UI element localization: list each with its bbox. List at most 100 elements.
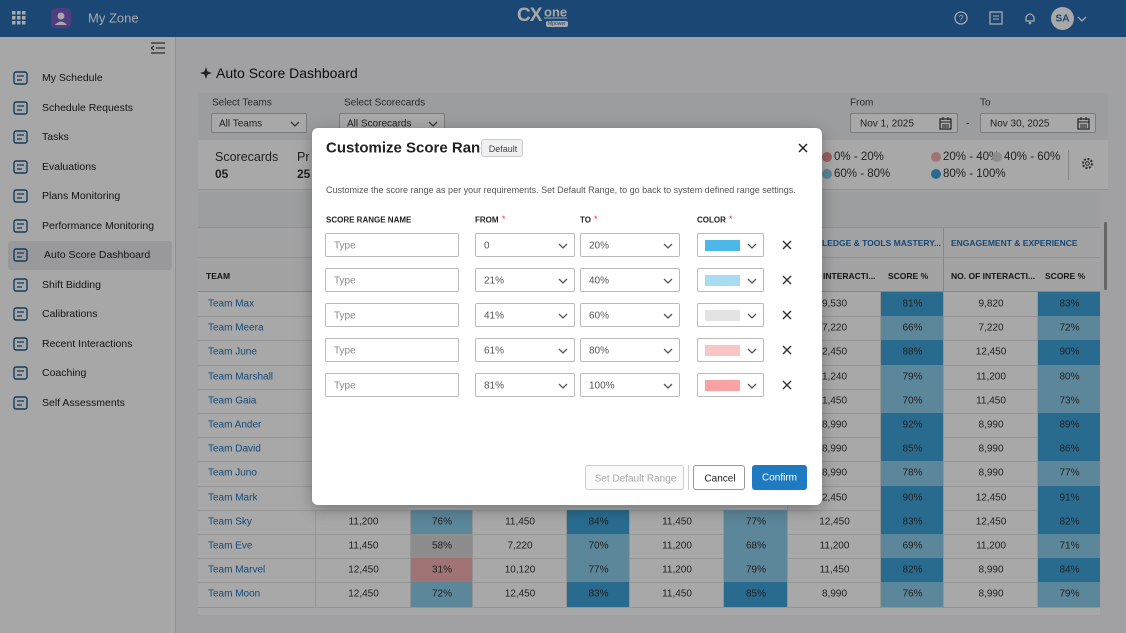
team-name[interactable]: Team Mark — [208, 492, 258, 504]
team-name[interactable]: Team David — [208, 443, 261, 455]
cell-value: 12,450 — [348, 564, 379, 576]
table-cell: 85% — [723, 582, 787, 607]
team-name[interactable]: Team Juno — [208, 467, 257, 479]
team-name[interactable]: Team Max — [208, 298, 255, 310]
logo-tag: Mpower — [546, 21, 568, 27]
table-cell: 7,220 — [472, 534, 566, 559]
from-select[interactable]: 81% — [475, 373, 575, 397]
button[interactable]: Cancel — [693, 465, 745, 490]
avatar: SA — [1051, 7, 1074, 30]
chevron — [663, 278, 673, 284]
team-name[interactable]: Team Marshall — [208, 371, 274, 383]
menu-item[interactable]: Shift Bidding — [42, 278, 101, 291]
cell-value: 85% — [902, 443, 923, 455]
table-cell: 69% — [880, 534, 943, 559]
to-select[interactable]: 60% — [580, 303, 680, 327]
field-value: Type — [334, 310, 356, 322]
from-select[interactable]: 0 — [475, 233, 575, 257]
menu-item[interactable]: Auto Score Dashboard — [44, 249, 151, 261]
team-name[interactable]: Team June — [208, 346, 257, 358]
remove-row-icon[interactable] — [782, 310, 792, 320]
date-input[interactable]: Nov 30, 2025 — [980, 113, 1096, 133]
name-input[interactable]: Type — [325, 233, 459, 257]
color-select[interactable] — [697, 268, 764, 292]
name-input[interactable]: Type — [325, 373, 459, 397]
team-name[interactable]: Team Gaia — [208, 395, 257, 407]
close-icon[interactable] — [798, 143, 808, 153]
cell-value: 11,200 — [662, 564, 692, 576]
team-name[interactable]: Team Sky — [208, 516, 252, 528]
cell-value: 71% — [1059, 540, 1080, 552]
name-input[interactable]: Type — [325, 268, 459, 292]
menu-item[interactable]: Schedule Requests — [42, 101, 134, 114]
from-select[interactable]: 21% — [475, 268, 575, 292]
remove-row-icon[interactable] — [782, 380, 792, 390]
table-cell: 71% — [1037, 534, 1100, 559]
cell-value: 84% — [1059, 564, 1080, 576]
cell-value: 73% — [1059, 395, 1080, 407]
remove-row-icon[interactable] — [782, 240, 792, 250]
table-cell: 11,200 — [943, 364, 1037, 389]
menu-item[interactable]: Recent Interactions — [42, 337, 133, 350]
color-select[interactable] — [697, 338, 764, 362]
to-select[interactable]: 20% — [580, 233, 680, 257]
menu-item[interactable]: Performance Monitoring — [42, 219, 155, 232]
chevron — [747, 313, 757, 319]
group-header: LEDGE & TOOLS MASTERY... — [822, 238, 942, 248]
cell-value: 77% — [745, 516, 767, 528]
cell-value: 66% — [902, 322, 923, 334]
from-select[interactable]: 61% — [475, 338, 575, 362]
apps-icon — [12, 11, 26, 25]
date-value: Nov 30, 2025 — [990, 118, 1050, 130]
field-value: 0 — [484, 240, 490, 252]
team-name[interactable]: Team Meera — [208, 322, 264, 334]
team-name[interactable]: Team Marvel — [208, 564, 266, 576]
cell-value: 8,990 — [821, 588, 848, 600]
menu-item[interactable]: Self Assessments — [42, 396, 125, 409]
cell-value: 89% — [1059, 419, 1080, 431]
table-cell: 8,990 — [943, 582, 1037, 607]
field-value: 41% — [484, 310, 505, 322]
remove-row-icon[interactable] — [782, 275, 792, 285]
dropdown[interactable]: All Teams — [211, 113, 307, 133]
to-select[interactable]: 40% — [580, 268, 680, 292]
chevron — [558, 278, 568, 284]
remove-row-icon[interactable] — [782, 345, 792, 355]
menu-item[interactable]: Coaching — [42, 367, 87, 379]
to-select[interactable]: 80% — [580, 338, 680, 362]
chevron — [747, 243, 757, 249]
modal-description: Customize the score range as per your re… — [326, 185, 796, 195]
to-select[interactable]: 100% — [580, 373, 680, 397]
cell-value: 11,450 — [976, 395, 1006, 407]
menu-item[interactable]: Tasks — [42, 131, 69, 143]
cell-value: 79% — [1059, 588, 1080, 600]
cell-value: 8,990 — [978, 564, 1004, 576]
badge-label: Default — [488, 144, 518, 154]
table-cell: 89% — [1037, 413, 1100, 438]
from-select[interactable]: 41% — [475, 303, 575, 327]
team-name[interactable]: Team Moon — [208, 588, 261, 600]
table-cell: 73% — [1037, 388, 1100, 413]
table-cell: 10,120 — [472, 558, 566, 583]
menu-item[interactable]: Plans Monitoring — [42, 190, 121, 202]
color-select[interactable] — [697, 373, 764, 397]
table-cell: 66% — [880, 316, 943, 341]
color-select[interactable] — [697, 233, 764, 257]
date-input[interactable]: Nov 1, 2025 — [850, 113, 958, 133]
name-input[interactable]: Type — [325, 303, 459, 327]
menu-item[interactable]: Evaluations — [42, 160, 97, 173]
team-name[interactable]: Team Ander — [208, 419, 262, 431]
table-cell: 88% — [880, 340, 943, 365]
color-select[interactable] — [697, 303, 764, 327]
button[interactable]: Confirm — [752, 465, 807, 490]
cell-value: 85% — [745, 588, 767, 600]
badge: Default — [481, 139, 523, 157]
name-input[interactable]: Type — [325, 338, 459, 362]
menu-item[interactable]: Calibrations — [42, 308, 98, 320]
button[interactable]: Set Default Range — [585, 465, 684, 490]
color-swatch — [705, 310, 740, 321]
cell-value: 8,990 — [978, 443, 1004, 455]
menu-item[interactable]: My Schedule — [42, 72, 103, 84]
legend-label: 0% - 20% — [834, 151, 884, 163]
team-name[interactable]: Team Eve — [208, 540, 253, 552]
